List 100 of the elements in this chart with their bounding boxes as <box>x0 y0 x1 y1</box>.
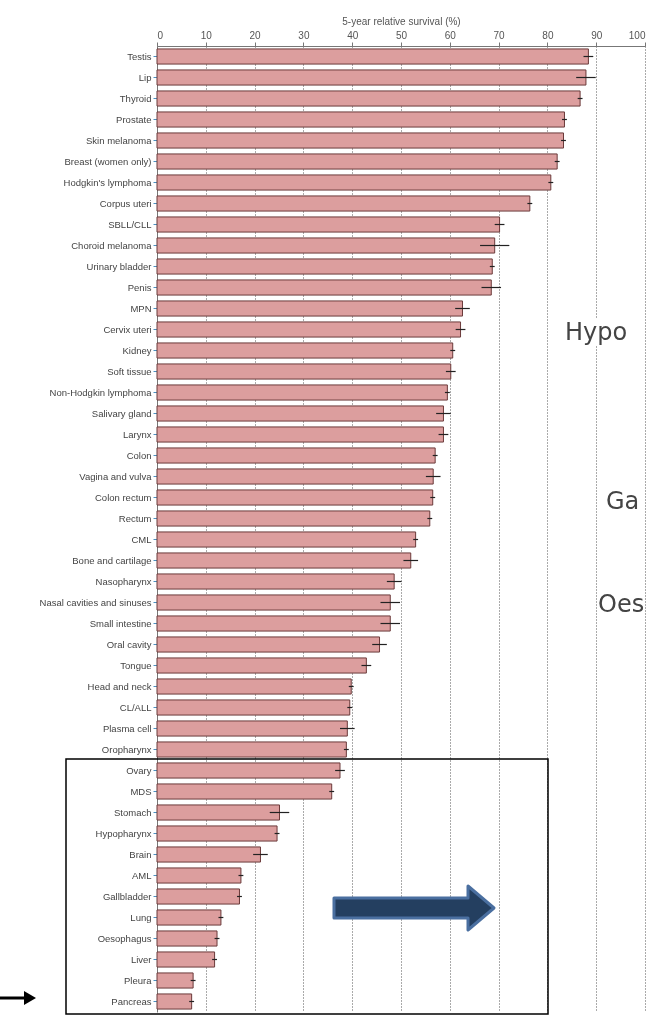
bar <box>156 48 589 65</box>
y-tick-label: Breast (women only) <box>64 155 152 167</box>
y-tick-label: Brain <box>129 848 152 860</box>
bar <box>156 468 434 485</box>
bar <box>156 657 367 674</box>
y-tick-label: MDS <box>130 785 152 797</box>
bar <box>156 216 501 233</box>
y-tick-label: Pleura <box>124 974 153 986</box>
bar <box>156 699 351 716</box>
y-tick-label: Soft tissue <box>107 365 152 377</box>
x-tick-label: 90 <box>591 29 603 41</box>
bar <box>156 69 587 86</box>
y-tick-label: Oesophagus <box>97 932 152 944</box>
annotation: Oes <box>598 590 645 618</box>
y-tick-label: Nasal cavities and sinuses <box>39 596 152 608</box>
y-tick-label: Stomach <box>114 806 152 818</box>
y-tick-label: Urinary bladder <box>86 260 152 272</box>
bar <box>156 993 193 1010</box>
bar <box>156 825 278 842</box>
y-tick-label: Rectum <box>118 512 152 524</box>
bar <box>156 930 218 947</box>
x-tick-label: 60 <box>444 29 457 41</box>
x-tick-label: 50 <box>395 29 408 41</box>
y-tick-label: Colon <box>126 449 152 461</box>
y-tick-label: Oral cavity <box>106 638 152 650</box>
bar <box>156 132 564 149</box>
y-tick-label: CML <box>131 533 152 545</box>
bar <box>156 573 395 590</box>
y-tick-label: Ovary <box>126 764 152 776</box>
x-axis-title: 5-year relative survival (%) <box>342 15 461 27</box>
y-tick-label: MPN <box>130 302 152 314</box>
bar <box>156 111 565 128</box>
x-tick-label: 10 <box>200 29 213 41</box>
y-tick-label: Lung <box>130 911 152 923</box>
bar <box>156 720 348 737</box>
bar <box>156 300 463 317</box>
bar <box>156 615 391 632</box>
y-tick-label: Tongue <box>120 659 152 671</box>
bar <box>156 426 444 443</box>
y-tick-label: Plasma cell <box>102 722 152 734</box>
y-tick-label: Penis <box>127 281 152 293</box>
bar <box>156 762 341 779</box>
x-tick-label: 100 <box>628 29 646 41</box>
bar <box>156 237 496 254</box>
y-tick-label: Larynx <box>122 428 152 440</box>
bar <box>156 90 581 107</box>
bar <box>156 804 280 821</box>
y-tick-label: Hypopharynx <box>95 827 152 839</box>
x-tick-label: 70 <box>493 29 506 41</box>
y-tick-label: Corpus uteri <box>99 197 152 209</box>
bar <box>156 678 352 695</box>
x-tick-label: 80 <box>542 29 554 41</box>
bar <box>156 342 454 359</box>
x-tick-label: 20 <box>249 29 262 41</box>
bar <box>156 405 444 422</box>
annotation: Ga <box>606 487 640 515</box>
bar <box>156 279 492 296</box>
y-tick-label: Colon rectum <box>95 491 152 503</box>
bar <box>156 153 558 170</box>
y-tick-label: Oropharynx <box>101 743 152 755</box>
y-tick-label: Vagina and vulva <box>79 470 153 482</box>
bar <box>156 951 216 968</box>
bar <box>156 846 261 863</box>
bar <box>156 384 448 401</box>
y-tick-label: Pancreas <box>111 995 152 1007</box>
y-tick-label: Salivary gland <box>91 407 152 419</box>
y-tick-label: Choroid melanoma <box>71 239 153 251</box>
y-tick-label: CL/ALL <box>119 701 152 713</box>
x-tick-label: 0 <box>157 29 164 41</box>
y-tick-label: Kidney <box>122 344 152 356</box>
bar <box>156 321 462 338</box>
y-tick-label: Skin melanoma <box>86 134 153 146</box>
bar <box>156 888 240 905</box>
bar <box>156 531 417 548</box>
y-tick-label: Testis <box>127 50 152 62</box>
y-tick-label: Small intestine <box>89 617 152 629</box>
bar <box>156 552 412 569</box>
y-tick-label: Nasopharynx <box>95 575 152 587</box>
y-tick-label: Bone and cartilage <box>72 554 152 566</box>
y-tick-label: SBLL/CLL <box>108 218 152 230</box>
bar <box>156 363 452 380</box>
bar <box>156 489 434 506</box>
y-tick-label: Cervix uteri <box>103 323 152 335</box>
x-tick-label: 40 <box>347 29 359 41</box>
y-tick-label: Thyroid <box>119 92 152 104</box>
x-tick-label: 30 <box>298 29 310 41</box>
annotation: Hypo <box>565 318 628 346</box>
bar <box>156 783 333 800</box>
bar <box>156 972 194 989</box>
y-tick-label: Non-Hodgkin lymphoma <box>49 386 153 398</box>
y-tick-label: Prostate <box>116 113 152 125</box>
bar <box>156 258 493 275</box>
y-tick-label: Gallbladder <box>102 890 152 902</box>
y-tick-label: Head and neck <box>87 680 152 692</box>
y-tick-label: Hodgkin's lymphoma <box>63 176 153 188</box>
bar <box>156 195 531 212</box>
bar <box>156 909 222 926</box>
y-tick-label: Lip <box>138 71 152 83</box>
y-tick-label: AML <box>131 869 152 881</box>
bar <box>156 594 391 611</box>
